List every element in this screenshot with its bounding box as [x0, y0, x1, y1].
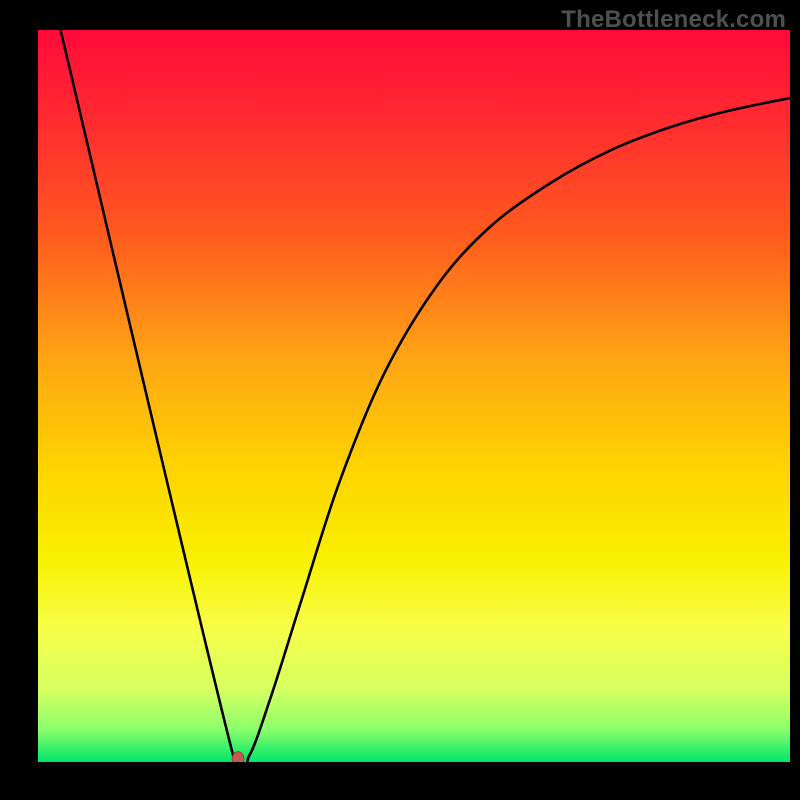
plot-area	[38, 30, 790, 762]
gradient-background	[38, 30, 790, 762]
chart-frame: TheBottleneck.com	[0, 0, 800, 800]
plot-svg	[38, 30, 790, 762]
